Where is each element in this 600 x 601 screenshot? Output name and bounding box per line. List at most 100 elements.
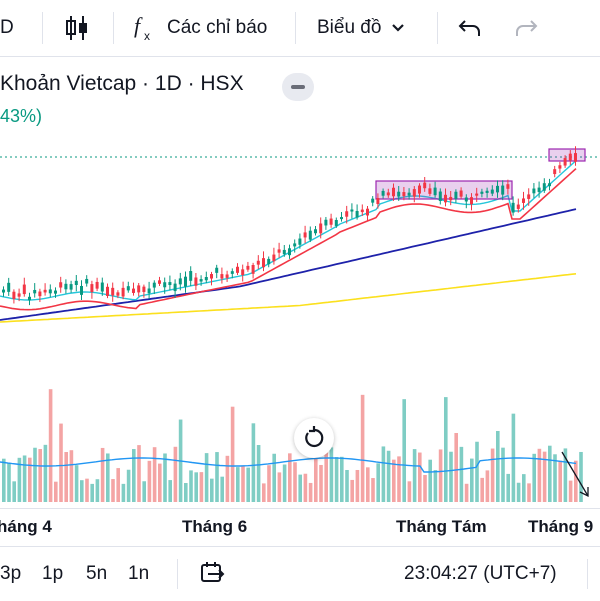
candle (95, 281, 99, 289)
volume-bar (470, 458, 474, 502)
toolbar-divider (113, 12, 114, 44)
volume-bar (360, 394, 365, 502)
volume-bar (381, 446, 386, 502)
candle (230, 271, 234, 274)
candle (236, 266, 239, 273)
interval-button[interactable]: D (0, 0, 14, 56)
price-chart[interactable] (0, 56, 600, 508)
time-axis[interactable]: háng 4 Tháng 6 Tháng Tám Tháng 9 (0, 508, 600, 545)
candle (298, 238, 302, 245)
volume-bar (345, 470, 349, 502)
candle (522, 198, 525, 203)
candle (542, 183, 546, 191)
volume-bar (230, 406, 235, 502)
candle (314, 229, 317, 234)
candle (132, 288, 135, 293)
candle (511, 202, 515, 213)
volume-bar (43, 444, 48, 502)
volume-bar (371, 478, 375, 502)
arrow-head-icon (579, 487, 589, 498)
indicators-label: Các chỉ báo (167, 17, 268, 38)
volume-bar (204, 453, 209, 502)
candle (490, 189, 494, 194)
candle (308, 230, 312, 240)
clock-timezone[interactable]: 23:04:27 (UTC+7) (404, 563, 557, 584)
volume-bar (485, 470, 490, 502)
candles-icon (66, 16, 87, 40)
volume-bar (158, 463, 162, 502)
volume-bar (558, 460, 562, 502)
candle (194, 277, 198, 286)
volume-bar (428, 459, 432, 502)
volume-bar (355, 469, 360, 502)
volume-bar (480, 477, 484, 502)
chart-style-button[interactable] (62, 0, 92, 56)
candle (152, 282, 156, 288)
range-3p[interactable]: 3p (0, 563, 22, 584)
volume-bar (246, 467, 250, 502)
volume-bar (293, 462, 297, 502)
volume-bar (418, 452, 422, 502)
time-label-april: háng 4 (0, 517, 52, 536)
candle (126, 286, 130, 291)
range-1n[interactable]: 1n (128, 563, 150, 584)
volume-bar (314, 445, 318, 502)
candle (574, 153, 577, 162)
volume-bar (532, 453, 536, 502)
volume-bar (38, 449, 42, 502)
redo-button[interactable] (512, 0, 540, 56)
chevron-down-icon (392, 24, 405, 32)
candle (303, 232, 307, 238)
volume-bar (126, 469, 131, 502)
candle (438, 191, 442, 201)
volume-bar (100, 447, 105, 502)
candle (376, 198, 380, 204)
volume-bar (579, 451, 583, 502)
toolbar-divider (295, 12, 296, 44)
range-1p[interactable]: 1p (42, 563, 64, 584)
candle (251, 265, 255, 274)
volume-bar (522, 474, 526, 502)
legend-collapse-button[interactable] (282, 73, 314, 101)
volume-bar (366, 467, 370, 502)
candle (12, 291, 16, 299)
candle (210, 274, 213, 279)
candle (54, 290, 57, 294)
candle (345, 211, 349, 217)
go-to-date-button[interactable] (198, 559, 226, 593)
candle (137, 285, 141, 293)
indicators-button[interactable]: f x Các chỉ báo (133, 0, 267, 56)
candle (288, 248, 291, 256)
candle (340, 217, 343, 220)
volume-bar (407, 481, 412, 502)
volume-bar (282, 464, 287, 502)
volume-bar (17, 457, 22, 502)
symbol-legend[interactable]: Khoản Vietcap · 1D · HSX (0, 72, 244, 96)
candle (7, 282, 11, 292)
volume-bar (48, 389, 53, 502)
volume-bar (199, 472, 204, 502)
volume-bar (506, 473, 510, 502)
range-5n[interactable]: 5n (86, 563, 108, 584)
candle (402, 192, 406, 197)
candle (350, 209, 354, 212)
volume-bar (116, 468, 120, 502)
volume-bar (308, 482, 313, 502)
candle (324, 219, 328, 226)
chart-type-dropdown[interactable]: Biểu đồ (317, 0, 409, 56)
reset-chart-button[interactable] (294, 418, 334, 458)
candle (433, 187, 437, 196)
volume-bar (12, 481, 16, 502)
candle (334, 220, 338, 226)
candle (256, 260, 260, 265)
volume-bar (74, 465, 79, 502)
undo-button[interactable] (456, 0, 484, 56)
candle (69, 284, 73, 290)
candle (43, 289, 47, 293)
candle (319, 223, 323, 234)
candle (106, 286, 109, 296)
volume-bar (173, 446, 178, 502)
volume-bar (397, 456, 401, 502)
candle (444, 194, 447, 203)
candle (220, 274, 224, 279)
